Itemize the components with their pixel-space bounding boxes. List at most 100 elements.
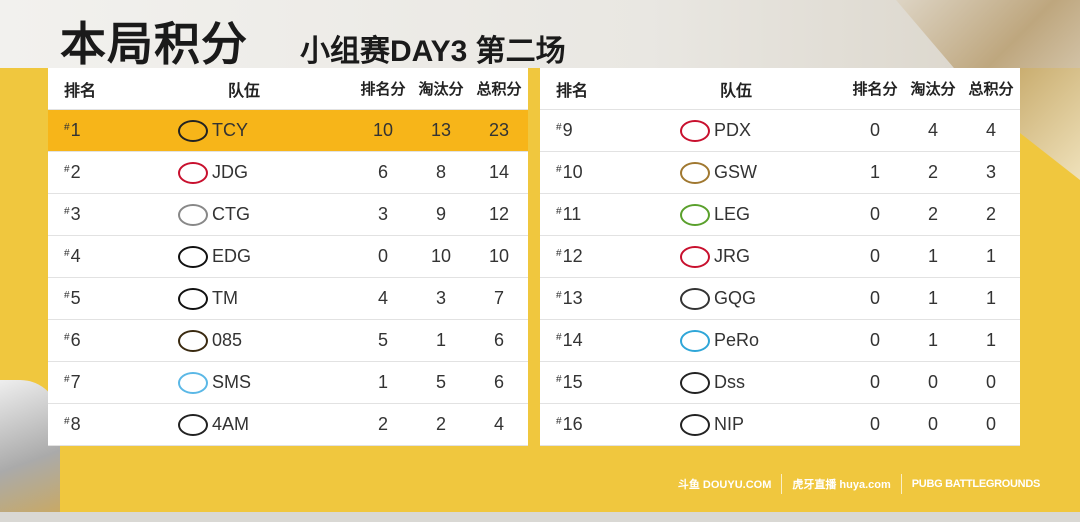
header-team: 队伍 — [720, 82, 753, 100]
rank-value: 3 — [70, 204, 81, 224]
header-kills: 淘汰分 — [910, 81, 956, 98]
team-cell: 085 — [138, 329, 354, 352]
hash-mark: # — [556, 332, 562, 343]
team-logo-icon — [178, 329, 208, 352]
hash-mark: # — [556, 206, 562, 217]
rank-cell: #8 — [48, 414, 138, 435]
hash-mark: # — [556, 164, 562, 175]
rank-cell: #7 — [48, 372, 138, 393]
rank-cell: #12 — [540, 246, 630, 267]
team-logo-icon — [680, 161, 710, 184]
placement-points: 0 — [869, 414, 880, 434]
team-name: EDG — [212, 246, 252, 266]
table-row: #4 EDG 0 10 10 — [48, 236, 528, 278]
table-row: #5 TM 4 3 7 — [48, 278, 528, 320]
rank-cell: #13 — [540, 288, 630, 309]
team-cell: JDG — [138, 161, 354, 184]
kill-points: 0 — [927, 372, 938, 392]
bottom-strip — [0, 512, 1080, 522]
placement-points: 0 — [377, 246, 388, 266]
total-points: 1 — [985, 330, 996, 350]
team-name: GSW — [714, 162, 757, 182]
divider — [900, 474, 902, 494]
standings-table-left: 排名 队伍 排名分 淘汰分 总积分 #1 TCY 10 13 23 #2 JDG 6 8 14 #3 CTG 3 9… — [48, 68, 528, 446]
team-logo-icon — [178, 413, 208, 436]
team-cell: Dss — [630, 371, 846, 394]
hash-mark: # — [64, 332, 70, 343]
placement-points: 0 — [869, 330, 880, 350]
team-cell: PDX — [630, 119, 846, 142]
team-name: PeRo — [714, 330, 760, 350]
rank-value: 1 — [70, 120, 81, 140]
rank-value: 6 — [70, 330, 81, 350]
total-points: 0 — [985, 414, 996, 434]
kill-points: 13 — [430, 120, 452, 140]
kill-points: 3 — [435, 288, 446, 308]
header-team: 队伍 — [228, 82, 261, 100]
team-cell: TM — [138, 287, 354, 310]
team-cell: TCY — [138, 119, 354, 142]
total-points: 6 — [493, 372, 504, 392]
kill-points: 2 — [927, 162, 938, 182]
team-name: CTG — [212, 204, 250, 224]
kill-points: 2 — [435, 414, 446, 434]
table-row: #12 JRG 0 1 1 — [540, 236, 1020, 278]
table-row: #3 CTG 3 9 12 — [48, 194, 528, 236]
total-points: 12 — [488, 204, 510, 224]
team-logo-icon — [178, 161, 208, 184]
placement-points: 3 — [377, 204, 388, 224]
rank-value: 12 — [562, 246, 583, 266]
kill-points: 8 — [435, 162, 446, 182]
total-points: 1 — [985, 288, 996, 308]
team-name: LEG — [714, 204, 751, 224]
header-rank: 排名 — [556, 82, 589, 100]
pubg-logo: PUBG BATTLEGROUNDS — [911, 478, 1041, 490]
kill-points: 4 — [927, 120, 938, 140]
kill-points: 2 — [927, 204, 938, 224]
table-row: #15 Dss 0 0 0 — [540, 362, 1020, 404]
hash-mark: # — [556, 290, 562, 301]
team-name: 085 — [212, 330, 243, 350]
hash-mark: # — [64, 206, 70, 217]
total-points: 14 — [488, 162, 510, 182]
team-name: 4AM — [212, 414, 250, 434]
table-row: #11 LEG 0 2 2 — [540, 194, 1020, 236]
rank-value: 7 — [70, 372, 81, 392]
team-cell: EDG — [138, 245, 354, 268]
team-name: TCY — [212, 120, 248, 140]
table-row: #13 GQG 0 1 1 — [540, 278, 1020, 320]
douyu-logo: 斗鱼 DOUYU.COM — [677, 479, 772, 491]
kill-points: 5 — [435, 372, 446, 392]
header-background — [0, 0, 1080, 68]
rank-value: 15 — [562, 372, 583, 392]
team-cell: SMS — [138, 371, 354, 394]
total-points: 4 — [985, 120, 996, 140]
divider — [781, 474, 783, 494]
hash-mark: # — [556, 248, 562, 259]
total-points: 23 — [488, 120, 510, 140]
total-points: 10 — [488, 246, 510, 266]
team-logo-icon — [178, 203, 208, 226]
table-row: #7 SMS 1 5 6 — [48, 362, 528, 404]
placement-points: 0 — [869, 372, 880, 392]
table-header: 排名 队伍 排名分 淘汰分 总积分 — [540, 68, 1020, 110]
table-row: #6 085 5 1 6 — [48, 320, 528, 362]
table-row: #1 TCY 10 13 23 — [48, 110, 528, 152]
table-header: 排名 队伍 排名分 淘汰分 总积分 — [48, 68, 528, 110]
rank-cell: #11 — [540, 204, 630, 225]
header-total: 总积分 — [968, 81, 1014, 98]
rank-value: 10 — [562, 162, 583, 182]
team-cell: CTG — [138, 203, 354, 226]
team-name: SMS — [212, 372, 252, 392]
rank-value: 9 — [562, 120, 573, 140]
total-points: 7 — [493, 288, 504, 308]
team-name: Dss — [714, 372, 745, 392]
team-name: PDX — [714, 120, 752, 140]
team-logo-icon — [680, 287, 710, 310]
rank-value: 4 — [70, 246, 81, 266]
rank-value: 2 — [70, 162, 81, 182]
team-logo-icon — [178, 371, 208, 394]
team-logo-icon — [680, 329, 710, 352]
rank-value: 16 — [562, 414, 583, 434]
team-logo-icon — [178, 287, 208, 310]
